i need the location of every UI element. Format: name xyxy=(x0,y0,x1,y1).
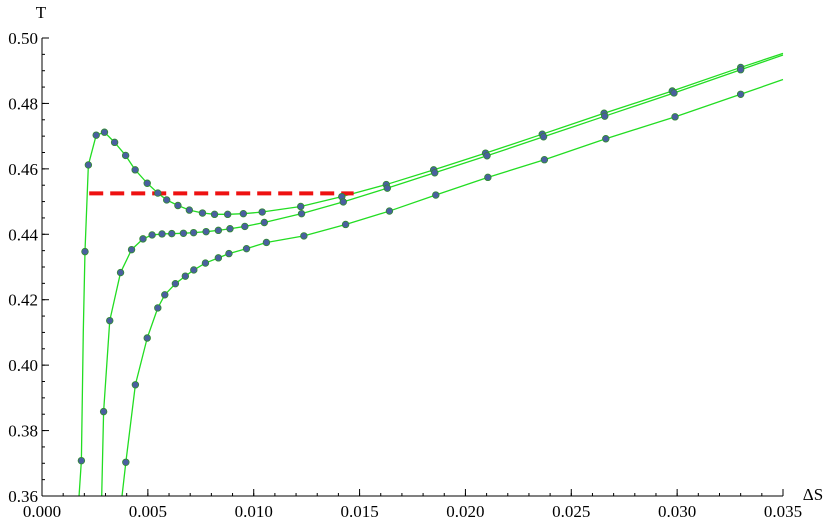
x-tick-label: 0.010 xyxy=(235,502,273,521)
series-3-point xyxy=(154,304,162,312)
series-3-point xyxy=(131,381,140,389)
x-tick-label: 0.020 xyxy=(446,502,484,521)
series-2-point xyxy=(483,152,491,160)
series-2-point xyxy=(431,169,439,177)
series-2-point xyxy=(241,222,249,231)
series-2-curve xyxy=(101,54,784,496)
series-2-point xyxy=(99,407,108,416)
series-3-point xyxy=(385,207,394,215)
series-3-point xyxy=(161,291,169,299)
series-2-point xyxy=(106,316,114,325)
series-2-point xyxy=(189,228,198,237)
series-1-curve xyxy=(78,52,784,496)
series-3-point xyxy=(122,458,130,466)
series-3-point xyxy=(201,259,210,267)
series-3-point xyxy=(143,334,151,342)
series-1-point xyxy=(154,189,162,197)
series-1-point xyxy=(143,179,151,187)
series-3-point xyxy=(262,238,271,247)
series-2-point xyxy=(383,184,392,192)
series-1-point xyxy=(223,210,232,219)
y-tick-label: 0.40 xyxy=(8,356,38,375)
series-3-point xyxy=(190,266,198,274)
x-tick-label: 0.035 xyxy=(764,502,802,521)
y-tick-label: 0.42 xyxy=(8,291,38,310)
y-tick-label: 0.36 xyxy=(8,487,38,506)
series-2-point xyxy=(148,231,156,239)
series-1-point xyxy=(198,209,207,217)
series-2-point xyxy=(670,89,678,97)
series-1-point xyxy=(162,196,171,204)
series-3-point xyxy=(171,279,180,288)
x-tick-label: 0.030 xyxy=(658,502,696,521)
series-3-point xyxy=(214,254,223,262)
x-tick-label: 0.025 xyxy=(552,502,590,521)
series-2-point xyxy=(260,218,268,227)
series-3-point xyxy=(484,173,492,182)
ticks-layer: 0.000 0.005 0.010 0.015 0.020 0.025 0.030 0.035… xyxy=(8,29,802,521)
y-tick-label: 0.46 xyxy=(8,160,38,179)
series-1-point xyxy=(77,456,86,465)
series-1-point xyxy=(81,247,89,256)
series-1-point xyxy=(297,202,305,211)
series-3-point xyxy=(671,113,679,121)
series-2-point xyxy=(127,245,136,254)
x-axis-title: ΔS xyxy=(803,485,823,504)
series-2-point xyxy=(339,198,347,206)
series-1-point xyxy=(131,166,139,174)
series-1-point xyxy=(110,138,119,147)
series-1-point xyxy=(100,128,109,136)
y-tick-label: 0.50 xyxy=(8,29,38,48)
series-1-point xyxy=(185,206,194,214)
series-3-point xyxy=(540,155,549,164)
series-3-point xyxy=(225,249,233,258)
series-3-point xyxy=(341,220,350,229)
series-2-point xyxy=(139,235,147,243)
series-2-point xyxy=(297,209,306,218)
series-1-point xyxy=(84,161,93,169)
y-tick-label: 0.44 xyxy=(8,225,38,244)
series-2-point xyxy=(214,226,223,235)
series-3-point xyxy=(602,135,610,143)
x-tick-label: 0.005 xyxy=(129,502,167,521)
series-1-point xyxy=(239,209,248,218)
points-layer xyxy=(77,63,745,466)
y-axis-title: T xyxy=(36,3,47,22)
series-2-point xyxy=(168,229,176,238)
series-1-point xyxy=(121,151,130,160)
series-2-point xyxy=(116,268,125,277)
series-2-point xyxy=(736,66,745,74)
series-1-point xyxy=(174,201,182,210)
y-tick-label: 0.48 xyxy=(8,94,38,113)
series-2-point xyxy=(601,112,609,120)
series-1-point xyxy=(210,210,219,219)
series-3-point xyxy=(432,191,440,199)
series-3-point xyxy=(300,232,308,240)
series-3-point xyxy=(181,272,190,280)
series-3-curve xyxy=(121,78,784,496)
x-tick-label: 0.000 xyxy=(23,502,61,521)
x-tick-label: 0.015 xyxy=(340,502,378,521)
series-3-point xyxy=(242,244,251,253)
series-1-point xyxy=(258,208,266,216)
series-1-point xyxy=(92,131,100,139)
series-3-point xyxy=(736,90,745,98)
y-tick-label: 0.38 xyxy=(8,422,38,441)
series-2-point xyxy=(202,227,210,236)
axes-layer xyxy=(41,38,783,497)
series-2-point xyxy=(539,133,548,141)
series-2-point xyxy=(179,229,188,237)
series-2-point xyxy=(158,230,166,238)
series-2-point xyxy=(226,225,234,233)
